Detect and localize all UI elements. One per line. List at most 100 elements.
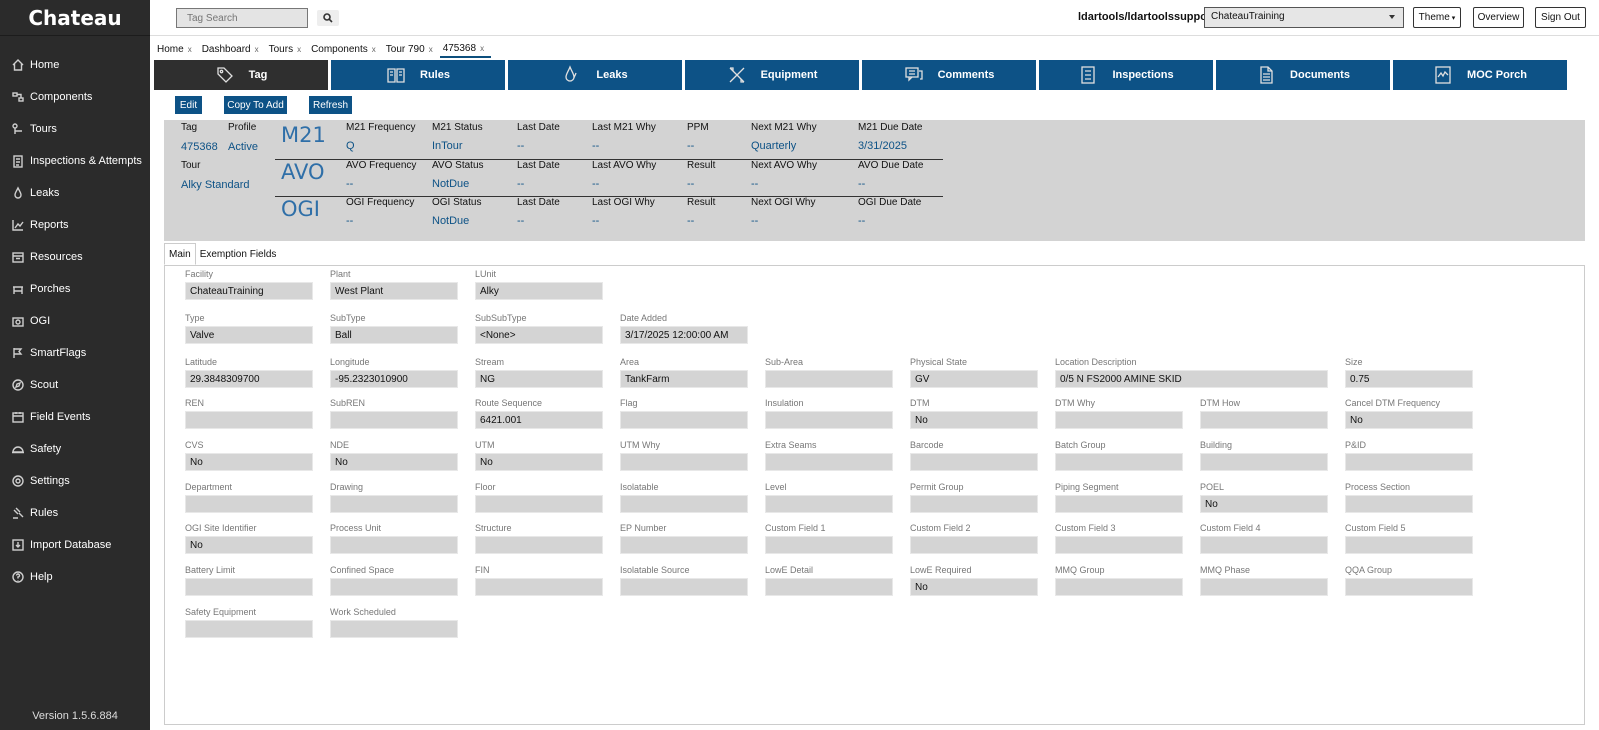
- tab-comments[interactable]: Comments: [862, 60, 1036, 90]
- field-value[interactable]: [475, 578, 603, 596]
- field-value[interactable]: [765, 495, 893, 513]
- field-value[interactable]: [185, 411, 313, 429]
- field-value[interactable]: 0/5 N FS2000 AMINE SKID: [1055, 370, 1328, 388]
- field-value[interactable]: [620, 411, 748, 429]
- facility-select[interactable]: ChateauTraining: [1204, 7, 1404, 28]
- close-icon[interactable]: x: [371, 44, 376, 54]
- field-value[interactable]: NG: [475, 370, 603, 388]
- field-value[interactable]: [910, 453, 1038, 471]
- field-value[interactable]: TankFarm: [620, 370, 748, 388]
- field-value[interactable]: [765, 536, 893, 554]
- breadcrumb-item[interactable]: Tour 790 x: [383, 40, 440, 58]
- field-value[interactable]: [910, 495, 1038, 513]
- field-value[interactable]: No: [910, 411, 1038, 429]
- field-value[interactable]: [330, 536, 458, 554]
- field-value[interactable]: [185, 495, 313, 513]
- field-value[interactable]: 0.75: [1345, 370, 1473, 388]
- tab-equipment[interactable]: Equipment: [685, 60, 859, 90]
- field-value[interactable]: [1055, 453, 1183, 471]
- sign-out-button[interactable]: Sign Out: [1535, 7, 1586, 28]
- breadcrumb-item[interactable]: Components x: [308, 40, 383, 58]
- overview-button[interactable]: Overview: [1473, 7, 1524, 28]
- field-value[interactable]: GV: [910, 370, 1038, 388]
- breadcrumb-item[interactable]: 475368 x: [439, 40, 492, 58]
- tab-exemption-fields[interactable]: Exemption Fields: [199, 248, 277, 260]
- close-icon[interactable]: x: [428, 44, 433, 54]
- sidebar-item-help[interactable]: Help: [0, 561, 150, 593]
- search-button[interactable]: [317, 10, 339, 26]
- field-value[interactable]: [1055, 578, 1183, 596]
- tag-value[interactable]: 475368: [181, 141, 218, 153]
- close-icon[interactable]: x: [254, 44, 259, 54]
- field-value[interactable]: [185, 620, 313, 638]
- field-value[interactable]: [330, 495, 458, 513]
- field-value[interactable]: 6421.001: [475, 411, 603, 429]
- breadcrumb-item[interactable]: Home x: [154, 40, 199, 58]
- field-value[interactable]: No: [185, 453, 313, 471]
- field-value[interactable]: 3/17/2025 12:00:00 AM: [620, 326, 748, 344]
- field-value[interactable]: [1200, 411, 1328, 429]
- field-value[interactable]: [330, 620, 458, 638]
- field-value[interactable]: No: [1200, 495, 1328, 513]
- field-value[interactable]: West Plant: [330, 282, 458, 300]
- tab-leaks[interactable]: Leaks: [508, 60, 682, 90]
- sidebar-item-smartflags[interactable]: SmartFlags: [0, 337, 150, 369]
- sidebar-item-resources[interactable]: Resources: [0, 241, 150, 273]
- sidebar-item-leaks[interactable]: Leaks: [0, 177, 150, 209]
- field-value[interactable]: No: [330, 453, 458, 471]
- field-value[interactable]: 29.3848309700: [185, 370, 313, 388]
- sidebar-item-import-database[interactable]: Import Database: [0, 529, 150, 561]
- sidebar-item-reports[interactable]: Reports: [0, 209, 150, 241]
- field-value[interactable]: <None>: [475, 326, 603, 344]
- profile-value[interactable]: Active: [228, 141, 258, 153]
- field-value[interactable]: [1200, 536, 1328, 554]
- edit-button[interactable]: Edit: [175, 96, 202, 114]
- field-value[interactable]: [765, 453, 893, 471]
- sidebar-item-inspections-attempts[interactable]: Inspections & Attempts: [0, 145, 150, 177]
- sidebar-item-rules[interactable]: Rules: [0, 497, 150, 529]
- sidebar-item-porches[interactable]: Porches: [0, 273, 150, 305]
- tab-documents[interactable]: Documents: [1216, 60, 1390, 90]
- sidebar-item-home[interactable]: Home: [0, 49, 150, 81]
- field-value[interactable]: [1055, 411, 1183, 429]
- field-value[interactable]: No: [910, 578, 1038, 596]
- field-value[interactable]: -95.2323010900: [330, 370, 458, 388]
- tab-main[interactable]: Main: [164, 243, 196, 265]
- app-logo[interactable]: Chateau: [0, 0, 150, 36]
- field-value[interactable]: [765, 370, 893, 388]
- field-value[interactable]: [620, 578, 748, 596]
- theme-button[interactable]: Theme ▾: [1413, 7, 1461, 28]
- field-value[interactable]: [1345, 495, 1473, 513]
- field-value[interactable]: No: [1345, 411, 1473, 429]
- field-value[interactable]: [1345, 453, 1473, 471]
- field-value[interactable]: [330, 411, 458, 429]
- field-value[interactable]: [620, 453, 748, 471]
- field-value[interactable]: No: [475, 453, 603, 471]
- field-value[interactable]: [1345, 578, 1473, 596]
- tour-value[interactable]: Alky Standard: [181, 179, 250, 191]
- field-value[interactable]: ChateauTraining: [185, 282, 313, 300]
- sidebar-item-components[interactable]: Components: [0, 81, 150, 113]
- tab-inspections[interactable]: Inspections: [1039, 60, 1213, 90]
- tag-search-input[interactable]: [176, 8, 308, 28]
- breadcrumb-item[interactable]: Tours x: [266, 40, 308, 58]
- field-value[interactable]: [475, 536, 603, 554]
- field-value[interactable]: [475, 495, 603, 513]
- field-value[interactable]: [185, 578, 313, 596]
- copy-to-add-button[interactable]: Copy To Add: [224, 96, 287, 114]
- field-value[interactable]: [330, 578, 458, 596]
- field-value[interactable]: [1200, 578, 1328, 596]
- close-icon[interactable]: x: [187, 44, 192, 54]
- sidebar-item-safety[interactable]: Safety: [0, 433, 150, 465]
- sidebar-item-scout[interactable]: Scout: [0, 369, 150, 401]
- sidebar-item-ogi[interactable]: OGI: [0, 305, 150, 337]
- field-value[interactable]: [1345, 536, 1473, 554]
- tab-moc-porch[interactable]: MOC Porch: [1393, 60, 1567, 90]
- field-value[interactable]: Valve: [185, 326, 313, 344]
- refresh-button[interactable]: Refresh: [309, 96, 352, 114]
- tab-rules[interactable]: Rules: [331, 60, 505, 90]
- sidebar-item-settings[interactable]: Settings: [0, 465, 150, 497]
- field-value[interactable]: Ball: [330, 326, 458, 344]
- field-value[interactable]: [765, 411, 893, 429]
- field-value[interactable]: [765, 578, 893, 596]
